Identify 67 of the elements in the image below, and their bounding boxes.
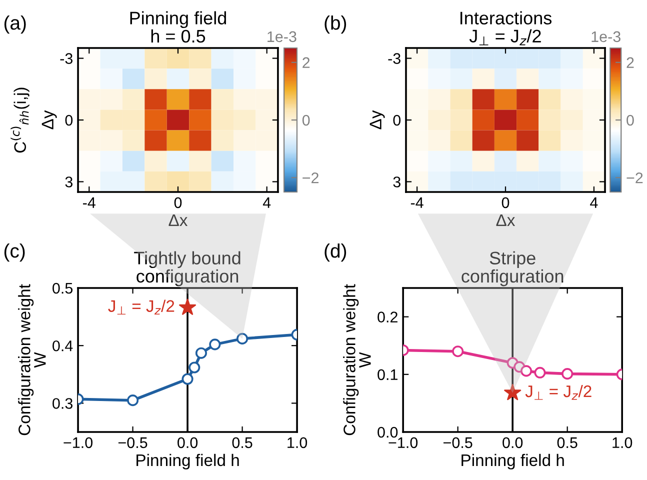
y-tick-label: 0.4 xyxy=(52,340,73,352)
y-tick-label: 0.0 xyxy=(378,426,398,438)
point xyxy=(182,373,194,385)
x-axis-title: Pinning field h xyxy=(136,454,239,470)
y-tick-label: -3 xyxy=(388,53,400,64)
point xyxy=(127,394,139,406)
y-tick-label: 3 xyxy=(393,176,400,188)
x-tick-label: 0 xyxy=(174,197,182,208)
color-bar-title: 1e-3 xyxy=(268,31,296,42)
color-bar-label: −2 xyxy=(626,172,643,184)
point xyxy=(188,362,200,374)
x-axis-title: Pinning field h xyxy=(462,454,564,470)
annotation: J$_{⊥}$ = J$_{z}$/2 xyxy=(525,384,592,400)
point xyxy=(562,368,574,380)
x-tick-label: 0 xyxy=(502,197,510,208)
x-tick-label: −1.0 xyxy=(388,437,418,448)
point xyxy=(520,365,532,377)
color-bar-label: 0 xyxy=(626,114,634,126)
color-bar-label: −2 xyxy=(302,172,318,184)
x-tick-label: 4 xyxy=(262,197,271,208)
x-tick-label: −1.0 xyxy=(64,437,93,448)
point xyxy=(534,366,546,378)
y-tick-label: 0.1 xyxy=(378,369,398,380)
point xyxy=(504,384,522,400)
y-tick-label: 0 xyxy=(393,114,401,126)
y-axis-title: Δy xyxy=(370,110,385,130)
point xyxy=(209,338,221,350)
color-bar-label: 2 xyxy=(302,57,310,68)
y-tick-label: 3 xyxy=(65,176,72,188)
text: (b) xyxy=(324,15,346,34)
color-bar-label: 2 xyxy=(626,57,634,68)
point xyxy=(179,298,196,315)
x-tick-label: -4 xyxy=(83,197,96,208)
x-tick-label: 0.0 xyxy=(178,437,198,448)
y-tick-label: -3 xyxy=(60,53,72,64)
text: (c) xyxy=(4,243,25,262)
x-tick-label: 1.0 xyxy=(288,437,308,448)
y-tick-label: 0 xyxy=(65,114,73,126)
y-axis-title: Configuration weight W xyxy=(18,284,46,436)
x-tick-label: 0.0 xyxy=(502,437,523,448)
x-tick-label: 0.5 xyxy=(557,437,578,448)
color-bar-label: 0 xyxy=(302,114,310,126)
y-tick-label: 0.3 xyxy=(52,398,72,409)
text: (d) xyxy=(324,243,346,262)
x-tick-label: 1.0 xyxy=(612,437,632,448)
x-tick-label: −0.5 xyxy=(444,437,472,448)
y-tick-label: 0.5 xyxy=(52,282,73,294)
chart-title: Pinning field h = 0.5 xyxy=(130,11,226,43)
x-tick-label: −0.5 xyxy=(118,437,148,448)
x-axis-title: Δx xyxy=(496,214,516,226)
y-axis-title: Δy xyxy=(42,110,57,130)
text: (a) xyxy=(4,15,26,34)
y-axis-title: Configuration weight W xyxy=(343,284,371,436)
chart-title: Tightly bound configuration xyxy=(134,251,240,286)
y-tick-label: 0.2 xyxy=(378,312,398,322)
x-tick-label: -4 xyxy=(410,197,424,208)
x-axis-title: Δx xyxy=(168,214,188,226)
text: C$^{(c)}$$_{n̂h}$(i,j) xyxy=(10,88,30,153)
chart-title: Stripe configuration xyxy=(462,251,564,286)
chart-title: Interactions J$_{⊥}$ = J$_{z}$/2 xyxy=(460,11,552,46)
point xyxy=(195,347,207,359)
annotation: J$_{⊥}$ = J$_{z}$/2 xyxy=(108,300,174,315)
point xyxy=(236,332,248,344)
point xyxy=(452,346,464,358)
x-tick-label: 4 xyxy=(590,197,598,208)
color-bar-title: 1e-3 xyxy=(592,31,620,42)
x-tick-label: 0.5 xyxy=(232,437,252,448)
